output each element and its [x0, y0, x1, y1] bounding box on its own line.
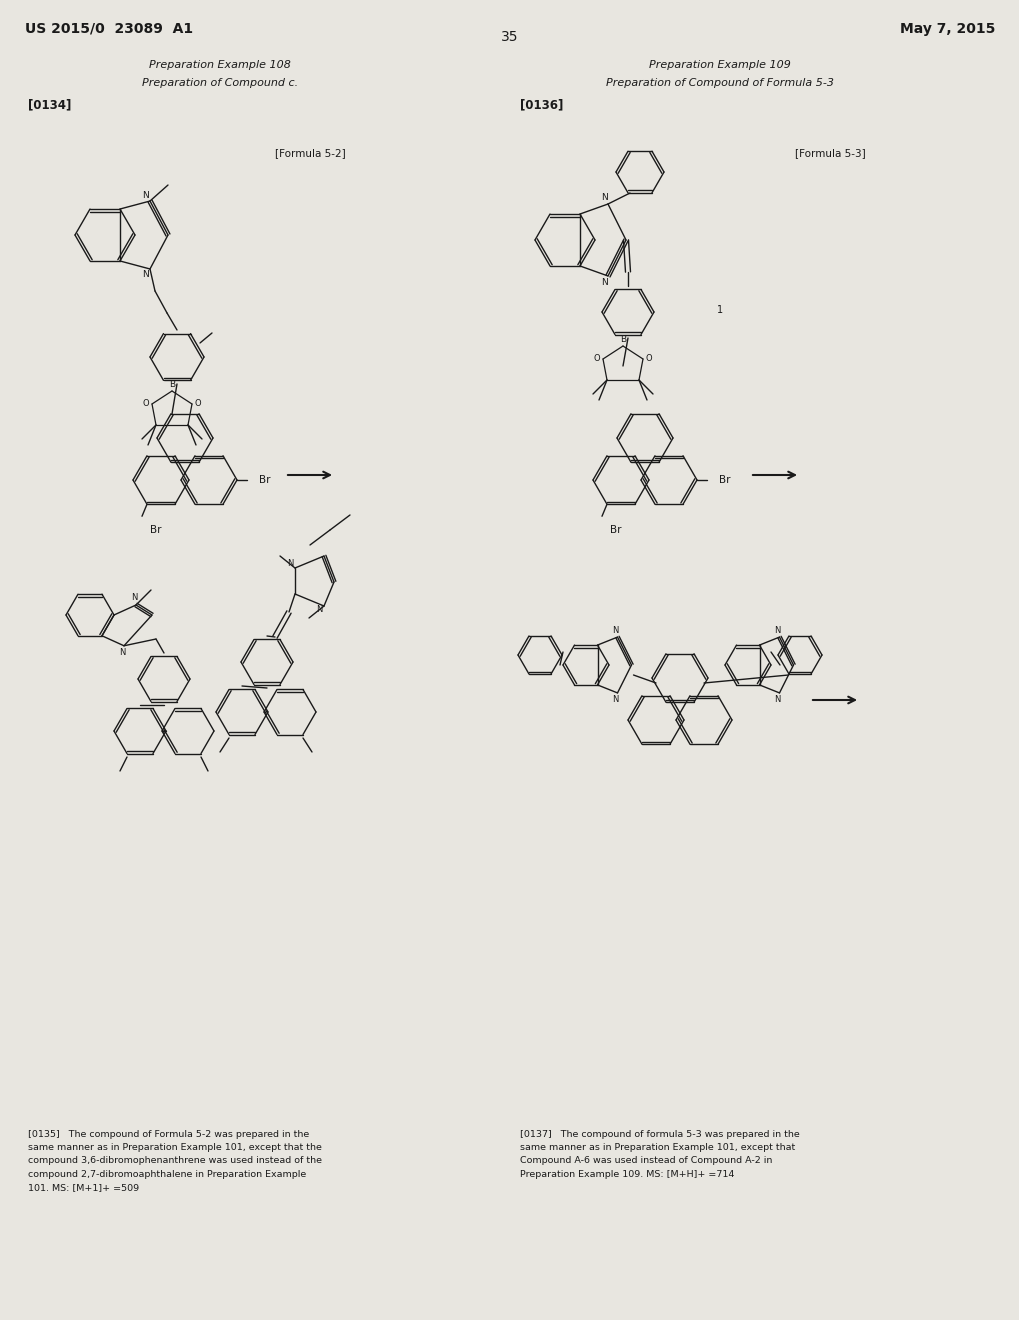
Text: [0136]: [0136]: [520, 98, 562, 111]
Text: [Formula 5-3]: [Formula 5-3]: [794, 148, 864, 158]
Text: Br: Br: [150, 525, 162, 535]
Text: N: N: [773, 626, 780, 635]
Text: N: N: [142, 190, 148, 199]
Text: N: N: [611, 696, 619, 705]
Text: [Formula 5-2]: [Formula 5-2]: [274, 148, 345, 158]
Text: [0134]: [0134]: [28, 98, 71, 111]
Text: B: B: [169, 380, 175, 389]
Text: 35: 35: [500, 30, 519, 44]
Text: 1: 1: [716, 305, 722, 315]
Text: Br: Br: [718, 475, 730, 484]
Text: O: O: [593, 355, 600, 363]
Text: N: N: [773, 696, 780, 705]
Text: B: B: [620, 335, 626, 345]
Text: Br: Br: [259, 475, 270, 484]
Text: [0135]   The compound of Formula 5-2 was prepared in the
same manner as in Prepa: [0135] The compound of Formula 5-2 was p…: [28, 1130, 322, 1192]
Text: N: N: [316, 606, 322, 615]
Text: Preparation Example 109: Preparation Example 109: [648, 59, 790, 70]
Text: O: O: [195, 400, 201, 408]
Text: [0137]   The compound of formula 5-3 was prepared in the
same manner as in Prepa: [0137] The compound of formula 5-3 was p…: [520, 1130, 799, 1179]
Text: O: O: [645, 355, 652, 363]
Text: N: N: [611, 626, 619, 635]
Text: US 2015/0  23089  A1: US 2015/0 23089 A1: [25, 22, 193, 36]
Text: N: N: [600, 279, 606, 288]
Text: N: N: [118, 648, 125, 657]
Text: N: N: [130, 594, 137, 602]
Text: May 7, 2015: May 7, 2015: [899, 22, 994, 36]
Text: N: N: [600, 193, 606, 202]
Text: Preparation of Compound of Formula 5-3: Preparation of Compound of Formula 5-3: [605, 78, 834, 88]
Text: O: O: [143, 400, 149, 408]
Text: N: N: [286, 560, 292, 569]
Text: Preparation of Compound c.: Preparation of Compound c.: [142, 78, 298, 88]
Text: Br: Br: [609, 525, 622, 535]
Text: Preparation Example 108: Preparation Example 108: [149, 59, 290, 70]
Text: N: N: [142, 271, 148, 280]
